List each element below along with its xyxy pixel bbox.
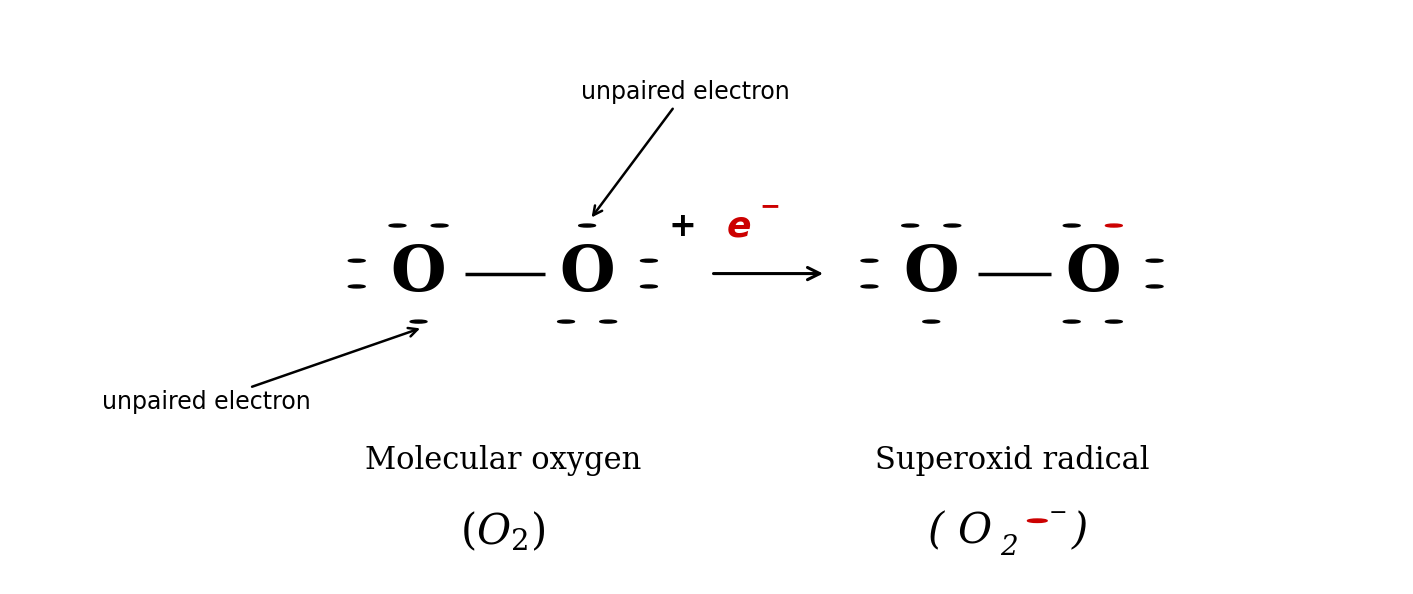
Text: unpaired electron: unpaired electron — [581, 80, 790, 215]
Text: +: + — [668, 210, 697, 243]
Ellipse shape — [923, 320, 940, 323]
Ellipse shape — [1146, 259, 1163, 262]
Ellipse shape — [431, 224, 448, 227]
Ellipse shape — [558, 320, 575, 323]
Ellipse shape — [389, 224, 406, 227]
Text: $(O_2)$: $(O_2)$ — [461, 510, 545, 553]
Text: O: O — [903, 243, 959, 304]
Ellipse shape — [1064, 224, 1080, 227]
Text: Superoxid radical: Superoxid radical — [875, 446, 1149, 476]
Text: 2: 2 — [1000, 534, 1017, 561]
Text: −: − — [1048, 501, 1068, 523]
Ellipse shape — [640, 259, 657, 262]
Ellipse shape — [1064, 320, 1080, 323]
Text: ): ) — [1071, 510, 1088, 552]
Text: (: ( — [927, 510, 942, 552]
Ellipse shape — [640, 285, 657, 288]
Ellipse shape — [599, 320, 616, 323]
Text: −: − — [759, 194, 780, 218]
Text: Molecular oxygen: Molecular oxygen — [365, 446, 642, 476]
Ellipse shape — [410, 320, 427, 323]
Text: O: O — [391, 243, 447, 304]
Ellipse shape — [349, 285, 365, 288]
Text: O: O — [560, 243, 615, 304]
Ellipse shape — [1146, 285, 1163, 288]
Ellipse shape — [861, 285, 877, 288]
Ellipse shape — [861, 259, 877, 262]
Text: O: O — [1065, 243, 1121, 304]
Ellipse shape — [579, 224, 595, 227]
Ellipse shape — [1105, 224, 1122, 227]
Ellipse shape — [901, 224, 918, 227]
Text: unpaired electron: unpaired electron — [103, 328, 417, 415]
Ellipse shape — [1105, 320, 1122, 323]
Text: e: e — [726, 210, 752, 244]
Ellipse shape — [349, 259, 365, 262]
Ellipse shape — [1027, 519, 1047, 523]
Text: O: O — [957, 510, 991, 552]
Ellipse shape — [944, 224, 961, 227]
